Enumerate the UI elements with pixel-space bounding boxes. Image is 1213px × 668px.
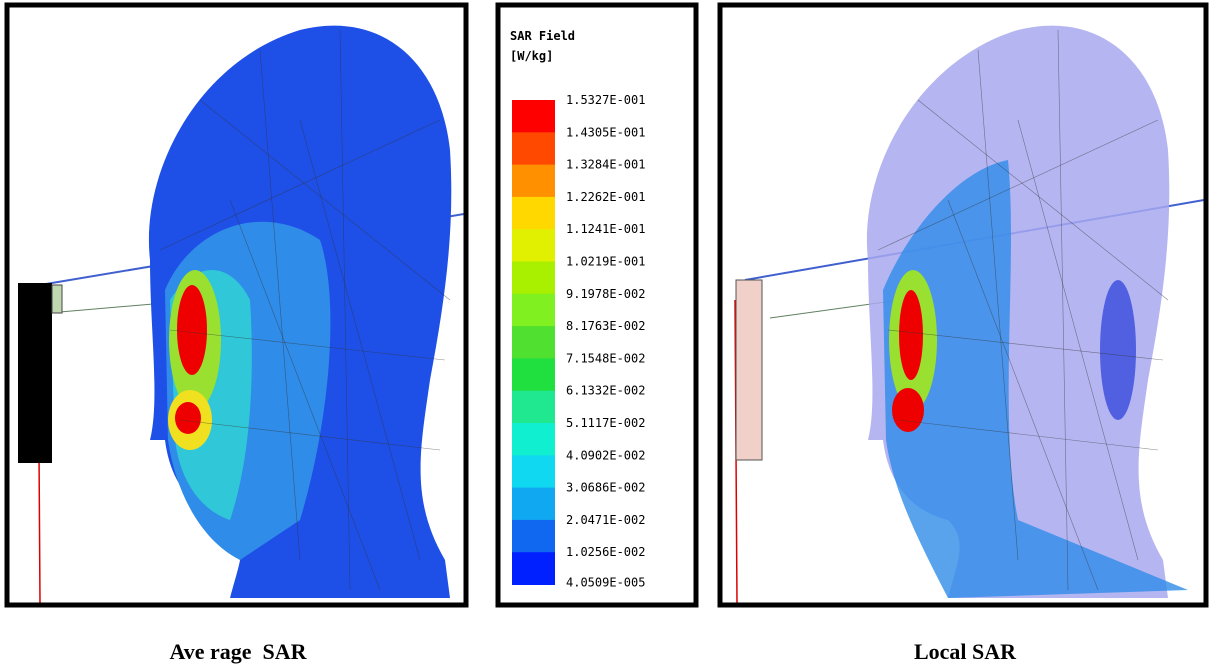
- legend-label: 9.1978E-002: [566, 287, 645, 301]
- legend-label: 1.5327E-001: [566, 93, 645, 107]
- panel-frame: [717, 2, 1209, 608]
- legend-swatch: [512, 164, 555, 198]
- caption: Local SAR: [914, 639, 1017, 664]
- legend-label: 6.1332E-002: [566, 384, 645, 398]
- legend-title: SAR Field: [510, 29, 575, 43]
- legend-swatch: [512, 390, 555, 424]
- legend-label: 8.1763E-002: [566, 319, 645, 333]
- legend-swatch: [512, 326, 555, 359]
- legend-label: 1.0219E-001: [566, 255, 645, 269]
- legend-unit: [W/kg]: [510, 49, 553, 63]
- legend-swatch: [512, 552, 555, 585]
- local-sar-view: [722, 7, 1204, 603]
- legend-label: 1.2262E-001: [566, 190, 645, 204]
- legend-label: 7.1548E-002: [566, 351, 645, 365]
- legend-label: 1.1241E-001: [566, 222, 645, 236]
- legend-label: 3.0686E-002: [566, 481, 645, 495]
- legend-swatch: [512, 519, 555, 553]
- legend-label: 4.0902E-002: [566, 448, 645, 462]
- legend-swatch: [512, 293, 555, 327]
- legend-label: 1.4305E-001: [566, 125, 645, 139]
- legend-label: 2.0471E-002: [566, 513, 645, 527]
- legend-swatch: [512, 100, 555, 133]
- legend-swatch: [512, 358, 555, 392]
- legend-label: 1.3284E-001: [566, 158, 645, 172]
- legend-swatch: [512, 423, 555, 456]
- legend-swatch: [512, 132, 555, 166]
- legend-swatch: [512, 196, 555, 230]
- caption: Ave rage SAR: [169, 639, 307, 664]
- average-sar-view: [9, 7, 464, 603]
- legend-swatch: [512, 229, 555, 262]
- legend-label: 4.0509E-005: [566, 576, 645, 590]
- legend-swatch: [512, 487, 555, 521]
- legend-swatch: [512, 261, 555, 295]
- legend-swatch: [512, 455, 555, 489]
- legend-label: 5.1117E-002: [566, 416, 645, 430]
- legend-label: 1.0256E-002: [566, 545, 645, 559]
- legend: 1.5327E-001 1.4305E-001 1.3284E-001 1.2262E…: [512, 93, 645, 590]
- panel-frame: [4, 2, 469, 608]
